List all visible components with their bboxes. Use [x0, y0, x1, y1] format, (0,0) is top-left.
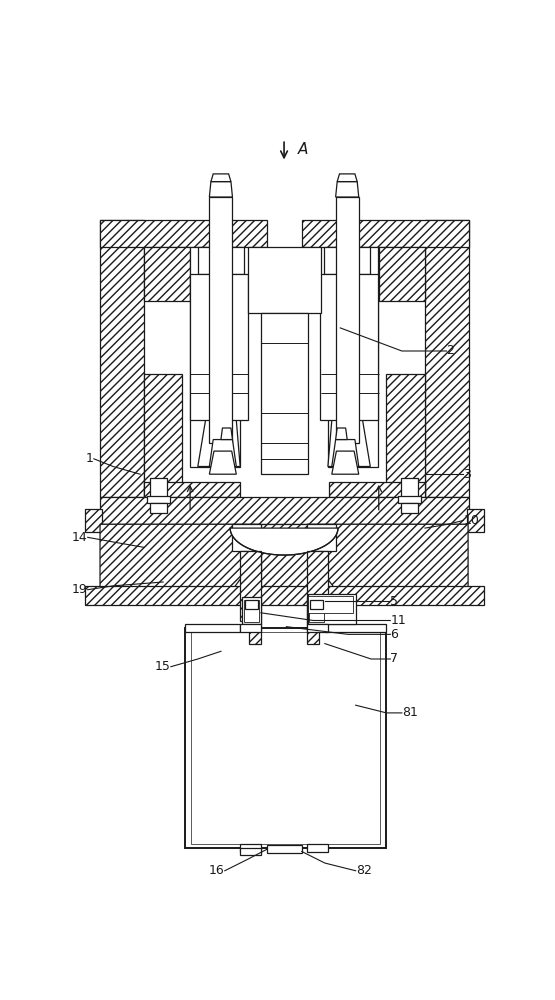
Polygon shape	[302, 220, 469, 247]
Polygon shape	[190, 274, 248, 420]
Polygon shape	[209, 197, 233, 443]
Polygon shape	[337, 174, 357, 182]
Polygon shape	[307, 551, 328, 620]
Text: 19: 19	[72, 583, 88, 596]
Polygon shape	[336, 197, 359, 443]
Polygon shape	[100, 524, 261, 590]
Polygon shape	[307, 597, 326, 624]
Polygon shape	[328, 420, 370, 466]
Polygon shape	[307, 624, 328, 632]
Polygon shape	[233, 524, 261, 551]
Text: 1: 1	[86, 452, 94, 465]
Polygon shape	[261, 312, 308, 474]
Text: 16: 16	[209, 864, 225, 877]
Polygon shape	[401, 503, 418, 513]
Text: 11: 11	[390, 614, 406, 627]
Polygon shape	[425, 220, 469, 497]
Polygon shape	[147, 496, 170, 503]
Polygon shape	[329, 482, 425, 497]
Polygon shape	[230, 528, 338, 555]
Polygon shape	[307, 524, 336, 551]
Polygon shape	[84, 586, 485, 605]
Polygon shape	[267, 845, 302, 853]
Polygon shape	[386, 374, 425, 497]
Polygon shape	[198, 247, 244, 274]
Polygon shape	[249, 620, 261, 644]
Polygon shape	[310, 600, 324, 609]
Polygon shape	[310, 600, 324, 622]
Text: 82: 82	[356, 864, 371, 877]
Polygon shape	[467, 509, 485, 532]
Polygon shape	[211, 174, 231, 182]
Text: 5: 5	[390, 595, 398, 608]
Text: 7: 7	[390, 652, 398, 666]
Text: 6: 6	[390, 628, 398, 641]
Polygon shape	[150, 503, 167, 513]
Polygon shape	[190, 247, 240, 466]
Polygon shape	[379, 247, 425, 301]
Polygon shape	[401, 478, 418, 497]
Polygon shape	[336, 428, 347, 440]
Polygon shape	[328, 247, 378, 466]
Polygon shape	[332, 451, 359, 474]
Polygon shape	[245, 600, 258, 609]
Text: 10: 10	[463, 514, 480, 527]
Polygon shape	[261, 524, 308, 590]
Polygon shape	[240, 551, 261, 620]
Text: A: A	[298, 142, 308, 157]
Polygon shape	[240, 848, 261, 855]
Polygon shape	[248, 247, 321, 312]
Text: 81: 81	[402, 706, 418, 719]
Polygon shape	[100, 220, 267, 247]
Polygon shape	[324, 247, 370, 274]
Polygon shape	[191, 632, 380, 844]
Polygon shape	[185, 624, 240, 632]
Polygon shape	[240, 624, 261, 632]
Polygon shape	[308, 594, 356, 624]
Polygon shape	[307, 524, 468, 590]
Polygon shape	[398, 496, 421, 503]
Text: 14: 14	[72, 531, 88, 544]
Polygon shape	[325, 624, 386, 632]
Polygon shape	[150, 478, 167, 497]
Polygon shape	[209, 182, 233, 197]
Polygon shape	[185, 628, 386, 848]
Polygon shape	[102, 590, 233, 605]
Polygon shape	[308, 596, 354, 613]
Polygon shape	[221, 428, 233, 440]
Polygon shape	[307, 620, 319, 644]
Text: 3: 3	[463, 468, 471, 481]
Polygon shape	[84, 509, 102, 532]
Polygon shape	[144, 482, 240, 497]
Text: 2: 2	[447, 344, 455, 358]
Polygon shape	[198, 420, 240, 466]
Polygon shape	[336, 590, 467, 605]
Polygon shape	[307, 844, 328, 852]
Polygon shape	[100, 220, 144, 497]
Polygon shape	[209, 451, 236, 474]
Polygon shape	[100, 497, 469, 524]
Polygon shape	[209, 440, 236, 466]
Polygon shape	[242, 597, 261, 624]
Polygon shape	[144, 374, 183, 497]
Polygon shape	[144, 247, 190, 301]
Polygon shape	[320, 274, 378, 420]
Text: 15: 15	[155, 660, 171, 673]
Polygon shape	[244, 600, 259, 622]
Polygon shape	[240, 844, 261, 852]
Polygon shape	[332, 440, 359, 466]
Polygon shape	[336, 182, 359, 197]
